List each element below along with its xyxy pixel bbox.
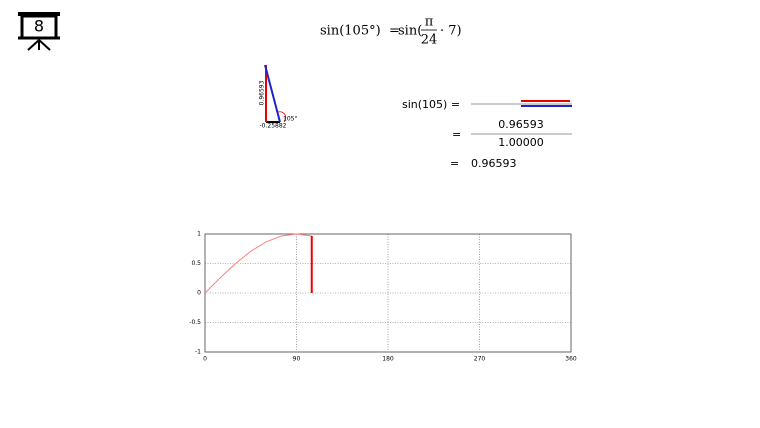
computation-denominator: 1.00000 (498, 136, 544, 149)
computation-numerator: 0.96593 (498, 118, 544, 131)
y-tick-label: 1 (197, 231, 201, 238)
computation-lhs: sin(105) = (402, 98, 460, 111)
x-tick-label: 360 (565, 356, 577, 363)
x-tick-label: 0 (203, 356, 207, 363)
angle-label: 105° (283, 116, 297, 123)
formula-rhs-suffix: · 7) (440, 24, 462, 39)
y-tick-label: -0.5 (189, 319, 201, 326)
computation: sin(105) = = 0.96593 1.00000 = 0.96593 (402, 98, 572, 170)
x-tick-label: 180 (382, 356, 394, 363)
curve (204, 233, 312, 294)
formula-numerator: π (425, 15, 434, 30)
x-tick-label: 90 (293, 356, 301, 363)
computation-equals: = (452, 128, 461, 141)
triangle: 0.96593 -0.25882 105° (259, 64, 297, 130)
y-tick-label: 0.5 (191, 260, 201, 267)
computation-result: 0.96593 (471, 157, 517, 170)
formula-equals: = (389, 24, 400, 39)
vertical-label: 0.96593 (259, 80, 266, 105)
x-tick-label: 270 (474, 356, 486, 363)
formula: sin(105°) = sin( π 24 · 7) (320, 15, 462, 48)
slide-number: 8 (34, 17, 44, 36)
formula-rhs-prefix: sin( (398, 24, 422, 39)
formula-denominator: 24 (421, 33, 438, 48)
slide-icon: 8 (18, 12, 60, 51)
result-equals: = (450, 157, 459, 170)
formula-lhs: sin(105°) (320, 24, 381, 39)
y-tick-label: -1 (195, 349, 201, 356)
horizontal-label: -0.25882 (260, 123, 287, 130)
chart: -1 -0.5 0 0.5 1 0 90 180 270 360 (189, 231, 577, 363)
y-tick-label: 0 (197, 290, 201, 297)
